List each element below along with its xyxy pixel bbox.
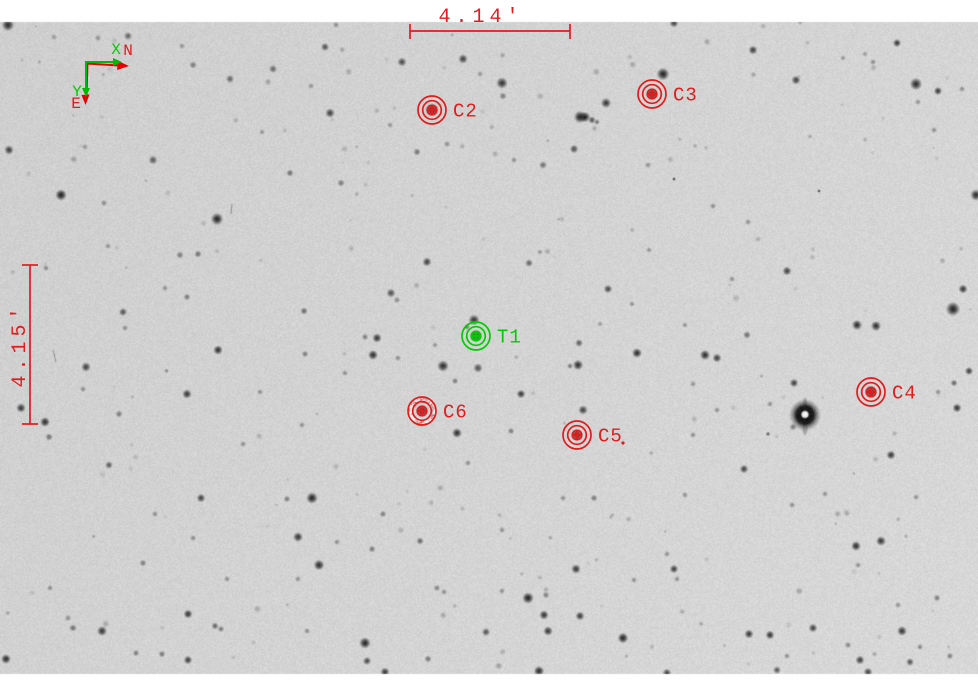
compass-x-arrowhead <box>113 58 122 66</box>
compass-e-label: E <box>71 95 81 113</box>
aperture-t1-annulus-outer <box>461 321 491 351</box>
aperture-label-c3: C3 <box>673 85 698 107</box>
aperture-c3-annulus-outer <box>637 79 667 109</box>
aperture-c5[interactable]: C5 <box>562 420 625 450</box>
aperture-label-c6: C6 <box>443 402 468 424</box>
aperture-c3-radius <box>646 88 658 100</box>
compass-y-label: Y <box>72 83 82 101</box>
aperture-c5-annulus-inner <box>566 424 588 446</box>
scalebar-horizontal: 4.14' <box>409 6 571 39</box>
aperture-c2-annulus-inner <box>421 99 443 121</box>
aperture-c3[interactable]: C3 <box>637 79 698 109</box>
aperture-c4[interactable]: C4 <box>856 377 917 407</box>
photometry-apertures: T1 C2 C3 C4 C5 C6 <box>407 79 917 450</box>
aperture-label-c5: C5 <box>598 426 623 448</box>
compass-x-label: X <box>111 41 121 59</box>
stray-red-speck <box>621 441 625 445</box>
aperture-c4-annulus-outer <box>856 377 886 407</box>
aperture-c2[interactable]: C2 <box>417 95 478 125</box>
aperture-t1[interactable]: T1 <box>461 321 522 351</box>
aperture-label-c4: C4 <box>892 383 917 405</box>
aperture-c6[interactable]: C6 <box>407 396 468 426</box>
compass-north-arrowhead <box>117 61 129 70</box>
compass-east-arrowhead <box>81 94 90 105</box>
aperture-c5-annulus-outer <box>562 420 592 450</box>
aperture-c2-annulus-outer <box>417 95 447 125</box>
aperture-t1-radius <box>470 330 482 342</box>
aperture-c4-radius <box>865 386 877 398</box>
aperture-c6-annulus-inner <box>411 400 433 422</box>
aperture-c4-annulus-inner <box>860 381 882 403</box>
scalebar-vertical-label: 4.15' <box>9 302 32 387</box>
aperture-c5-radius <box>571 429 583 441</box>
compass: X N Y E <box>71 41 133 113</box>
scalebar-horizontal-label: 4.14' <box>438 6 523 29</box>
aperture-c2-radius <box>426 104 438 116</box>
scalebar-vertical: 4.15' <box>9 264 38 425</box>
aperture-label-c2: C2 <box>453 101 478 123</box>
aperture-t1-annulus-inner <box>465 325 487 347</box>
aperture-label-t1: T1 <box>497 327 522 349</box>
compass-y-arrowhead <box>82 88 90 97</box>
aperture-c3-annulus-inner <box>641 83 663 105</box>
aperture-c6-annulus-outer <box>407 396 437 426</box>
compass-n-label: N <box>123 42 133 60</box>
aperture-c6-radius <box>416 405 428 417</box>
